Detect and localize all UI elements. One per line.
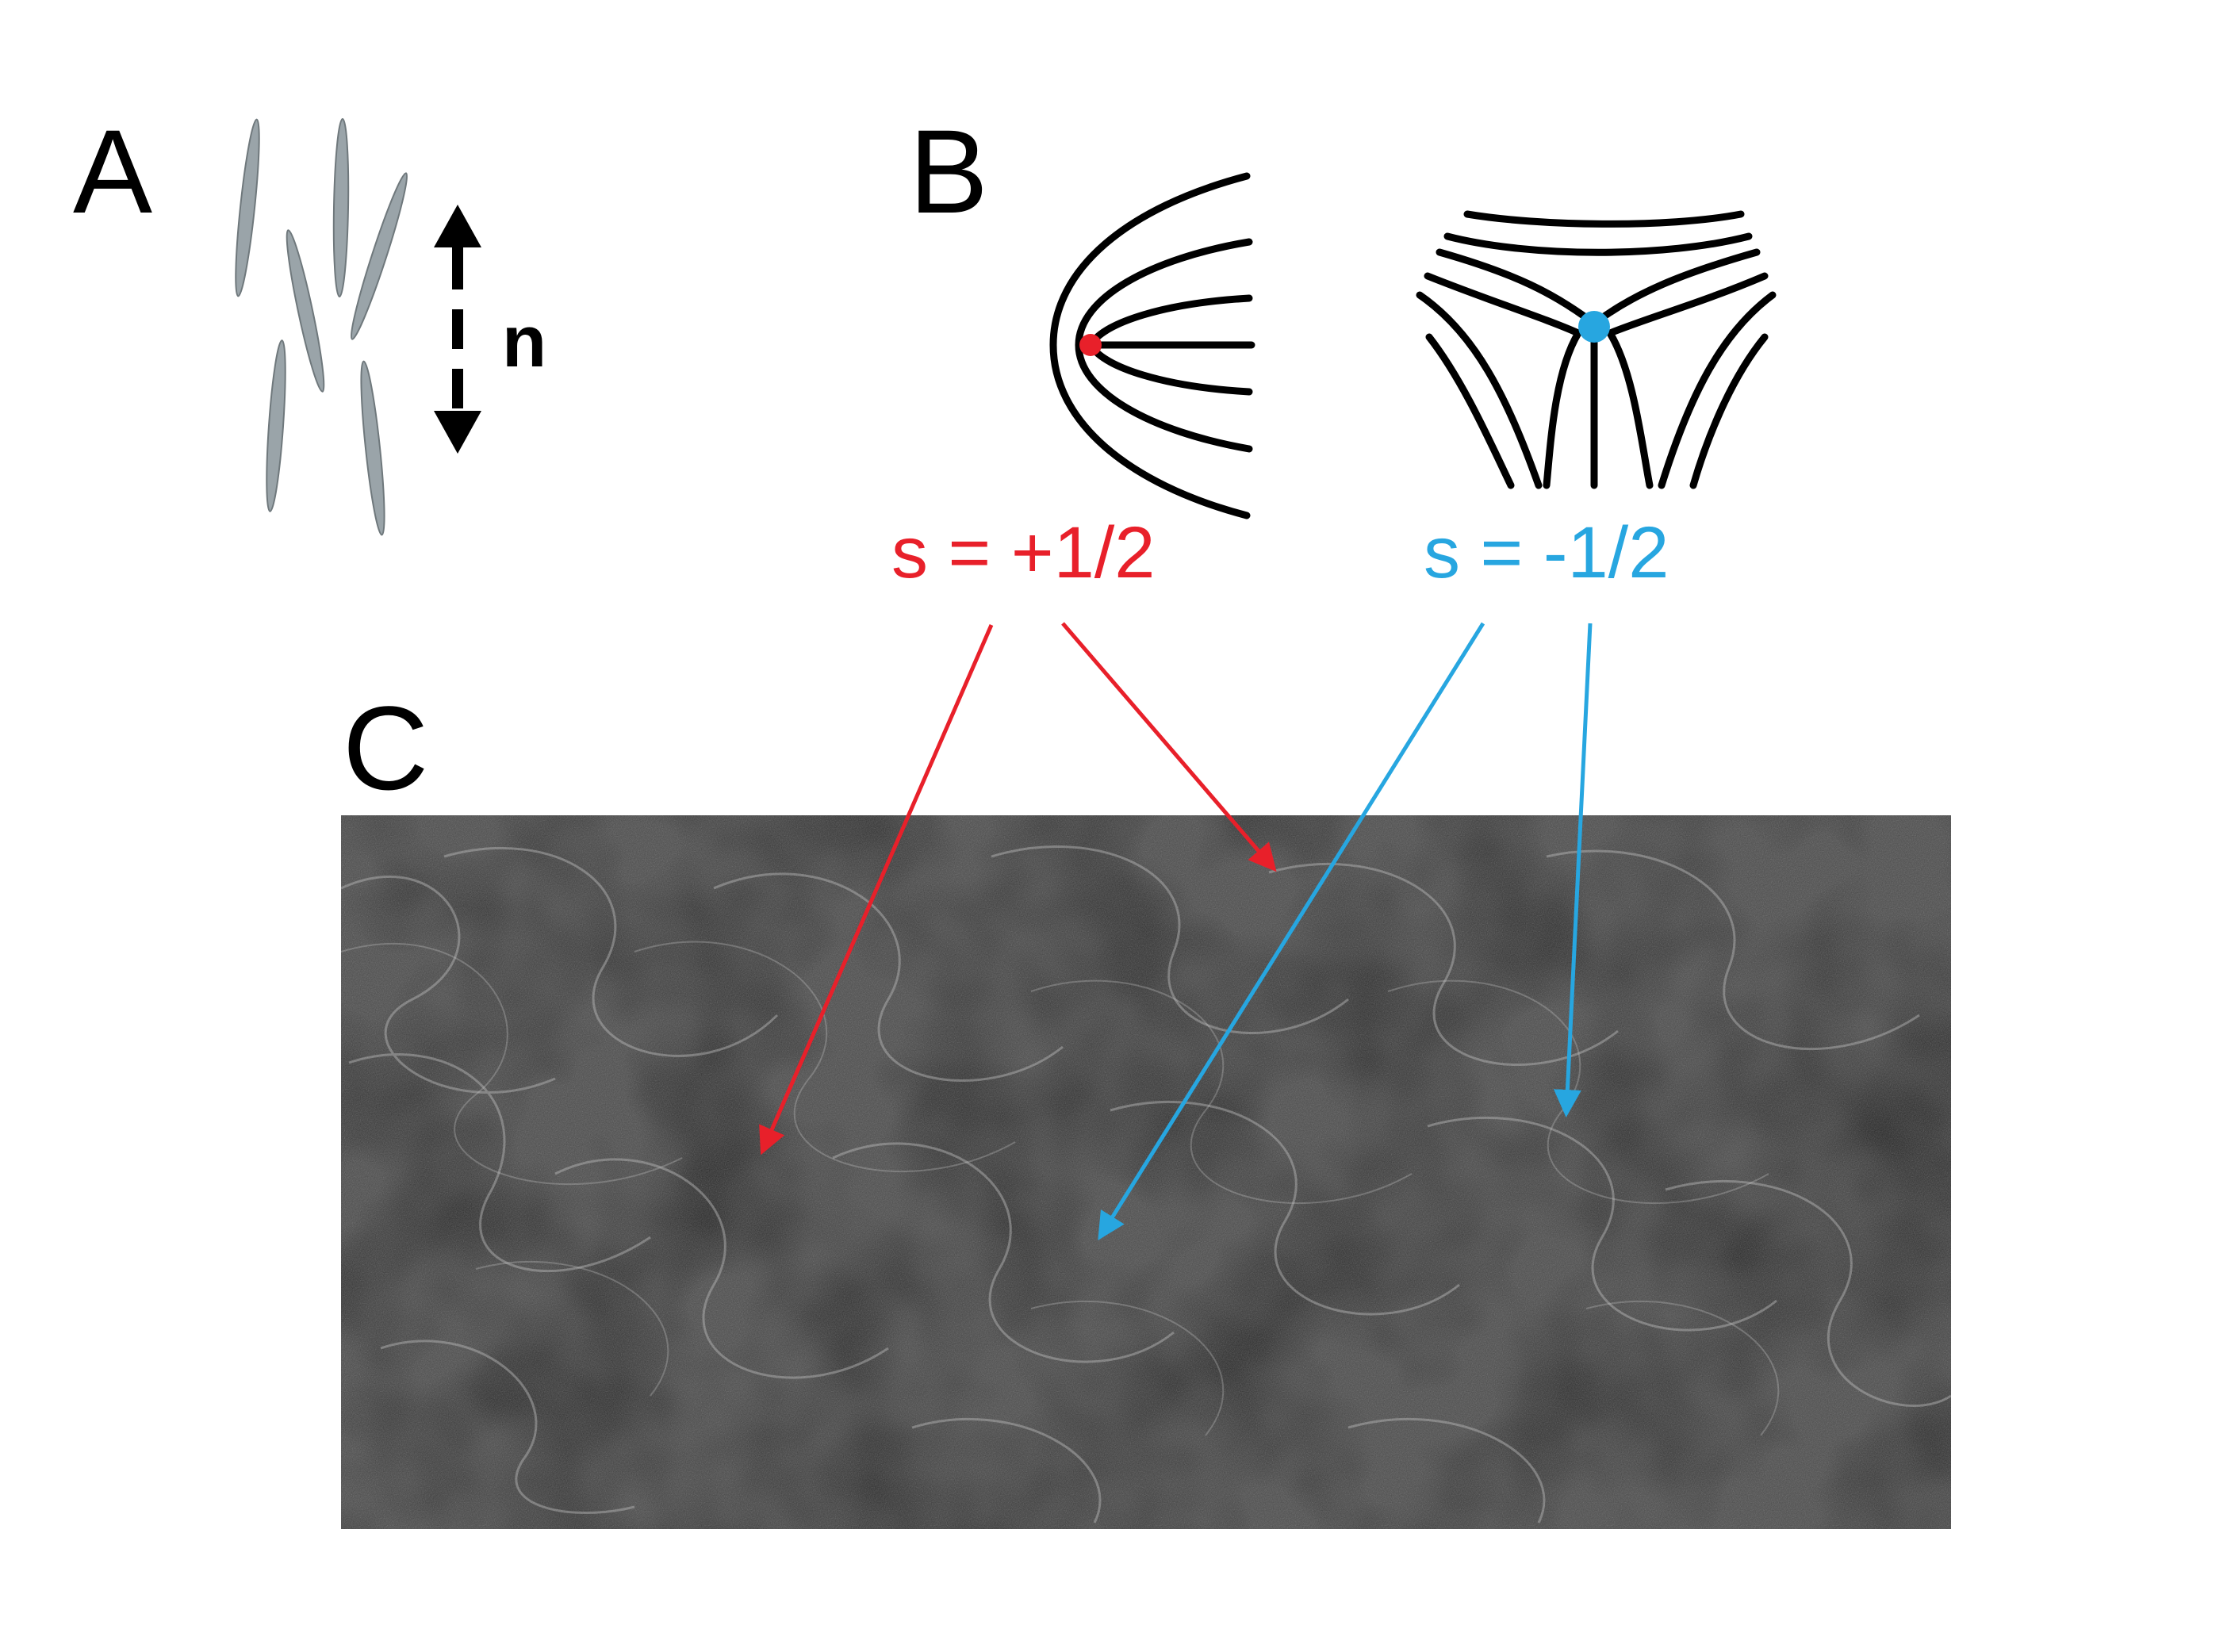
- minus-arrow-1: [1098, 622, 1485, 1240]
- plus-defect-core: [1079, 334, 1102, 356]
- director-label: n: [502, 301, 546, 382]
- nematic-rods: [235, 118, 408, 536]
- rod: [266, 339, 286, 512]
- defect-arrows: [759, 622, 1593, 1240]
- rod: [350, 172, 408, 340]
- microscopy-image: [341, 815, 1951, 1529]
- plus-half-defect: [1049, 172, 1255, 519]
- minus-defect-label: s = -1/2: [1424, 512, 1669, 593]
- minus-half-defect: [1416, 210, 1777, 489]
- director-arrow: [434, 205, 481, 454]
- plus-arrow-1: [759, 624, 994, 1156]
- rod: [360, 360, 385, 536]
- rod: [286, 229, 325, 393]
- minus-defect-core: [1578, 311, 1610, 343]
- minus-arrow-2: [1553, 623, 1593, 1117]
- plus-arrow-2: [1061, 622, 1277, 872]
- panel-b-label: B: [909, 105, 988, 238]
- panel-a-label: A: [73, 105, 152, 238]
- rod: [332, 118, 350, 297]
- rod: [235, 118, 260, 297]
- panel-c-label: C: [343, 681, 428, 815]
- plus-defect-label: s = +1/2: [891, 512, 1155, 593]
